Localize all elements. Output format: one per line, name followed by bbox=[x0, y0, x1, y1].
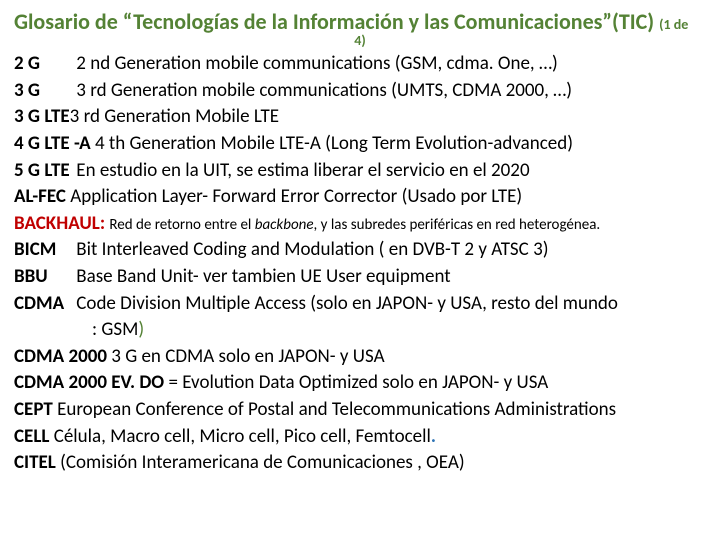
term: CDMA bbox=[14, 291, 72, 318]
term: 3 G LTE bbox=[14, 105, 70, 128]
glossary-entry: 3 G 3 rd Generation mobile communication… bbox=[14, 78, 706, 105]
glossary-entry: 3 G LTE3 rd Generation Mobile LTE bbox=[14, 104, 706, 131]
term: 3 G bbox=[14, 78, 72, 105]
title-page-open: (1 de bbox=[659, 16, 688, 33]
definition: 2 nd Generation mobile communications (G… bbox=[76, 52, 558, 75]
glossary-entry: 5 G LTE En estudio en la UIT, se estima … bbox=[14, 158, 706, 185]
glossary-entry-continuation: : GSM) bbox=[92, 317, 706, 344]
definition: 3 rd Generation mobile communications (U… bbox=[76, 79, 572, 102]
term: CITEL bbox=[14, 451, 56, 474]
glossary-entry: CEPT European Conference of Postal and T… bbox=[14, 397, 706, 424]
term: BACKHAUL: bbox=[14, 212, 105, 235]
closing-paren: ) bbox=[138, 318, 144, 341]
glossary-entry: 2 G 2 nd Generation mobile communication… bbox=[14, 51, 706, 78]
title-text: Glosario de “Tecnologías de la Informaci… bbox=[14, 8, 654, 35]
definition: Bit Interleaved Coding and Modulation ( … bbox=[76, 238, 548, 261]
glossary-entry: AL-FEC Application Layer- Forward Error … bbox=[14, 184, 706, 211]
glossary-entry: CITEL (Comisión Interamericana de Comuni… bbox=[14, 450, 706, 477]
glossary-entry: CDMA 2000 3 G en CDMA solo en JAPON- y U… bbox=[14, 344, 706, 371]
glossary-entry: CDMA 2000 EV. DO = Evolution Data Optimi… bbox=[14, 370, 706, 397]
glossary-entry: CELL Célula, Macro cell, Micro cell, Pic… bbox=[14, 424, 706, 451]
term: CDMA 2000 EV. DO bbox=[14, 371, 164, 394]
glossary-entry: BICM Bit Interleaved Coding and Modulati… bbox=[14, 237, 706, 264]
glossary-body: 2 G 2 nd Generation mobile communication… bbox=[14, 51, 706, 477]
definition: Base Band Unit- ver tambien UE User equi… bbox=[76, 265, 450, 288]
definition: Red de retorno entre el backbone, y las … bbox=[109, 216, 600, 234]
glossary-entry: CDMA Code Division Multiple Access (solo… bbox=[14, 291, 706, 318]
glossary-slide: Glosario de “Tecnologías de la Informaci… bbox=[0, 0, 720, 487]
term: BICM bbox=[14, 237, 72, 264]
glossary-entry: BBU Base Band Unit- ver tambien UE User … bbox=[14, 264, 706, 291]
definition: Application Layer- Forward Error Correct… bbox=[66, 185, 522, 208]
period-accent: . bbox=[431, 425, 436, 448]
definition: 4 th Generation Mobile LTE-A (Long Term … bbox=[91, 132, 573, 155]
definition: Code Division Multiple Access (solo en J… bbox=[76, 292, 618, 315]
definition: European Conference of Postal and Teleco… bbox=[53, 398, 616, 421]
definition: Célula, Macro cell, Micro cell, Pico cel… bbox=[49, 425, 430, 448]
definition: 3 rd Generation Mobile LTE bbox=[70, 105, 279, 128]
term: AL-FEC bbox=[14, 185, 66, 208]
glossary-entry: 4 G LTE -A 4 th Generation Mobile LTE-A … bbox=[14, 131, 706, 158]
term: BBU bbox=[14, 264, 72, 291]
definition: = Evolution Data Optimized solo en JAPON… bbox=[164, 371, 548, 394]
term: CELL bbox=[14, 425, 49, 448]
term: 4 G LTE -A bbox=[14, 132, 91, 155]
definition: (Comisión Interamericana de Comunicacion… bbox=[56, 451, 465, 474]
term: 2 G bbox=[14, 51, 72, 78]
term: 5 G LTE bbox=[14, 158, 72, 185]
term: CDMA 2000 bbox=[14, 345, 107, 368]
continuation-text: : GSM bbox=[92, 318, 138, 341]
term: CEPT bbox=[14, 398, 53, 421]
glossary-entry: BACKHAUL: Red de retorno entre el backbo… bbox=[14, 211, 706, 238]
definition: En estudio en la UIT, se estima liberar … bbox=[76, 159, 529, 182]
definition: 3 G en CDMA solo en JAPON- y USA bbox=[107, 345, 385, 368]
slide-title: Glosario de “Tecnologías de la Informaci… bbox=[14, 10, 706, 34]
